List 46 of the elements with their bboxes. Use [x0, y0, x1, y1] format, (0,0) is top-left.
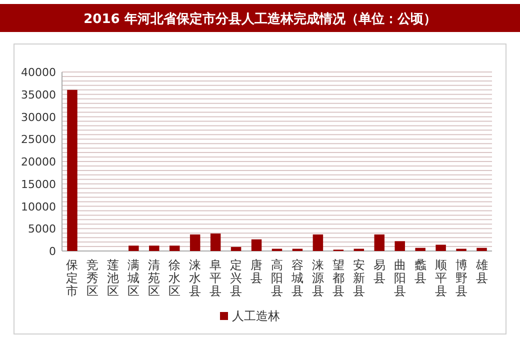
- bar: [476, 248, 487, 251]
- bar: [67, 90, 78, 251]
- x-tick-label: 博野县: [455, 258, 468, 298]
- y-tick-label: 25000: [21, 133, 56, 146]
- y-tick-label: 40000: [21, 66, 56, 79]
- x-tick-label: 保定市: [66, 258, 78, 298]
- chart-title: 2016 年河北省保定市分县人工造林完成情况（单位：公顷）: [84, 11, 436, 27]
- x-tick-label: 曲阳县: [394, 258, 406, 298]
- x-tick-label: 莲池区: [107, 258, 120, 298]
- x-tick-label: 涞水县: [189, 258, 202, 298]
- bar: [436, 244, 446, 251]
- x-tick-label: 涞源县: [312, 258, 324, 298]
- y-tick-label: 20000: [21, 156, 56, 168]
- x-tick-label: 徐水区: [168, 258, 181, 298]
- x-tick-label: 阜平县: [210, 258, 222, 298]
- x-tick-label: 清苑区: [148, 258, 160, 298]
- x-tick-label: 望都县: [332, 258, 344, 298]
- y-tick-label: 10000: [21, 200, 56, 214]
- x-tick-label: 蠡县: [414, 258, 426, 285]
- x-tick-label: 顺平县: [434, 258, 447, 298]
- x-tick-label: 容城县: [290, 258, 304, 298]
- x-tick-label: 易县: [373, 258, 386, 285]
- x-tick-label: 雄县: [474, 258, 488, 285]
- x-tick-label: 高阳县: [271, 258, 283, 298]
- y-tick-label: 5000: [28, 222, 56, 236]
- bar: [190, 234, 200, 251]
- y-tick-label: 15000: [21, 178, 56, 191]
- x-tick-label: 竞秀区: [86, 258, 99, 298]
- x-tick-label: 唐县: [250, 258, 263, 285]
- bar: [149, 246, 160, 251]
- bar: [210, 234, 221, 251]
- bar: [415, 248, 426, 251]
- y-tick-label: 0: [49, 245, 56, 258]
- bar: [170, 246, 180, 251]
- bar: [251, 239, 262, 251]
- y-tick-label: 30000: [21, 110, 56, 124]
- bar: [394, 241, 405, 251]
- legend-label: 人工造林: [232, 309, 280, 323]
- y-tick-label: 35000: [21, 88, 56, 102]
- bar: [312, 234, 324, 251]
- bar: [374, 234, 384, 251]
- x-tick-label: 定兴县: [230, 258, 242, 298]
- bar: [230, 246, 242, 251]
- x-tick-label: 满城区: [126, 258, 140, 298]
- x-tick-label: 安新县: [352, 258, 365, 298]
- bar: [128, 246, 139, 251]
